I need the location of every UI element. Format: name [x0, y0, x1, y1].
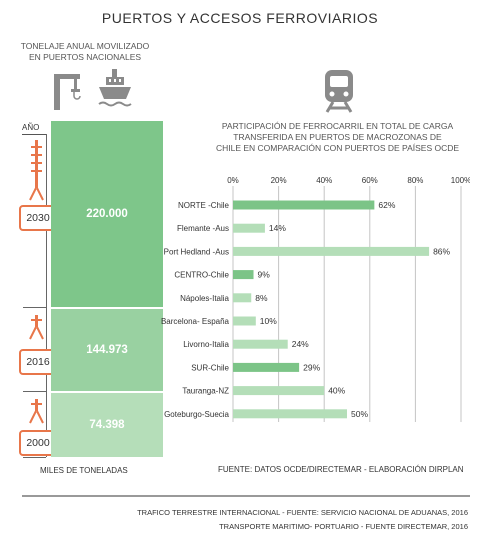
bar	[233, 317, 256, 326]
train-icon	[321, 68, 357, 114]
value-label: 40%	[328, 386, 345, 396]
category-label: Port Hedland -Aus	[164, 247, 229, 256]
tonnage-value-2030: 220.000	[86, 208, 128, 220]
source-note: FUENTE: DATOS OCDE/DIRECTEMAR - ELABORAC…	[218, 465, 464, 474]
value-label: 10%	[260, 316, 277, 326]
value-label: 86%	[433, 246, 450, 256]
bar	[233, 224, 265, 233]
category-label: NORTE -Chile	[178, 201, 230, 210]
rail-share-bar-chart: 0% 20% 40% 60% 80% 100% NORTE -Chile 62% Flemant…	[140, 170, 470, 440]
value-label: 24%	[292, 339, 309, 349]
chart-subtitle-line2: TRANSFERIDA EN PUERTOS DE MACROZONAS DE	[210, 132, 465, 143]
ship-icon	[96, 67, 136, 113]
port-crane-icon	[52, 68, 92, 112]
year-axis-rule	[22, 134, 46, 135]
x-tick-label: 20%	[271, 176, 287, 185]
chart-subtitle-line3: CHILE EN COMPARACIÓN CON PUERTOS DE PAÍS…	[210, 143, 465, 154]
bar	[233, 201, 374, 210]
category-label: Nápoles-Italia	[180, 294, 229, 303]
x-tick-label: 40%	[316, 176, 332, 185]
crane-hook-icon	[28, 140, 46, 206]
chart-subtitle: PARTICIPACIÓN DE FERROCARRIL EN TOTAL DE…	[210, 121, 465, 154]
value-label: 9%	[258, 270, 271, 280]
bar	[233, 247, 429, 256]
category-label: Goteburgo-Suecia	[164, 410, 229, 419]
x-tick-label: 0%	[227, 176, 239, 185]
value-label: 50%	[351, 409, 368, 419]
x-tick-label: 60%	[362, 176, 378, 185]
left-heading-line2: EN PUERTOS NACIONALES	[0, 52, 170, 63]
bar	[233, 409, 347, 418]
category-label: Tauranga-NZ	[182, 387, 229, 396]
bar	[233, 293, 251, 302]
left-heading-line1: TONELAJE ANUAL MOVILIZADO	[0, 41, 170, 52]
category-label: Flemante -Aus	[177, 224, 229, 233]
left-panel-heading: TONELAJE ANUAL MOVILIZADO EN PUERTOS NAC…	[0, 41, 170, 63]
x-tick-label: 80%	[407, 176, 423, 185]
unit-label: MILES DE TONELADAS	[40, 466, 128, 475]
category-label: CENTRO-Chile	[174, 271, 229, 280]
footer-line1: TRAFICO TERRESTRE INTERNACIONAL - FUENTE…	[137, 508, 468, 517]
category-label: Livorno-Italia	[183, 340, 229, 349]
tonnage-value-2000: 74.398	[89, 419, 124, 431]
year-tick-2000	[23, 457, 46, 458]
chart-subtitle-line1: PARTICIPACIÓN DE FERROCARRIL EN TOTAL DE…	[210, 121, 465, 132]
footer-line2: TRANSPORTE MARITIMO- PORTUARIO - FUENTE …	[219, 522, 468, 531]
category-label: SUR-Chile	[191, 363, 229, 372]
category-label: Barcelona- España	[161, 317, 230, 326]
value-label: 29%	[303, 362, 320, 372]
year-axis-label: AÑO	[22, 123, 39, 132]
bar	[233, 340, 288, 349]
x-tick-label: 100%	[451, 176, 470, 185]
bar	[233, 386, 324, 395]
year-tick-2016	[23, 391, 46, 392]
value-label: 14%	[269, 223, 286, 233]
crane-hook-icon	[28, 399, 46, 425]
footer-separator	[22, 495, 470, 497]
tonnage-value-2016: 144.973	[86, 344, 128, 356]
year-tick-2030	[23, 307, 46, 308]
value-label: 62%	[378, 200, 395, 210]
crane-hook-icon	[28, 315, 46, 341]
page-title: PUERTOS Y ACCESOS FERROVIARIOS	[0, 10, 480, 26]
bar	[233, 270, 254, 279]
value-label: 8%	[255, 293, 268, 303]
bar	[233, 363, 299, 372]
